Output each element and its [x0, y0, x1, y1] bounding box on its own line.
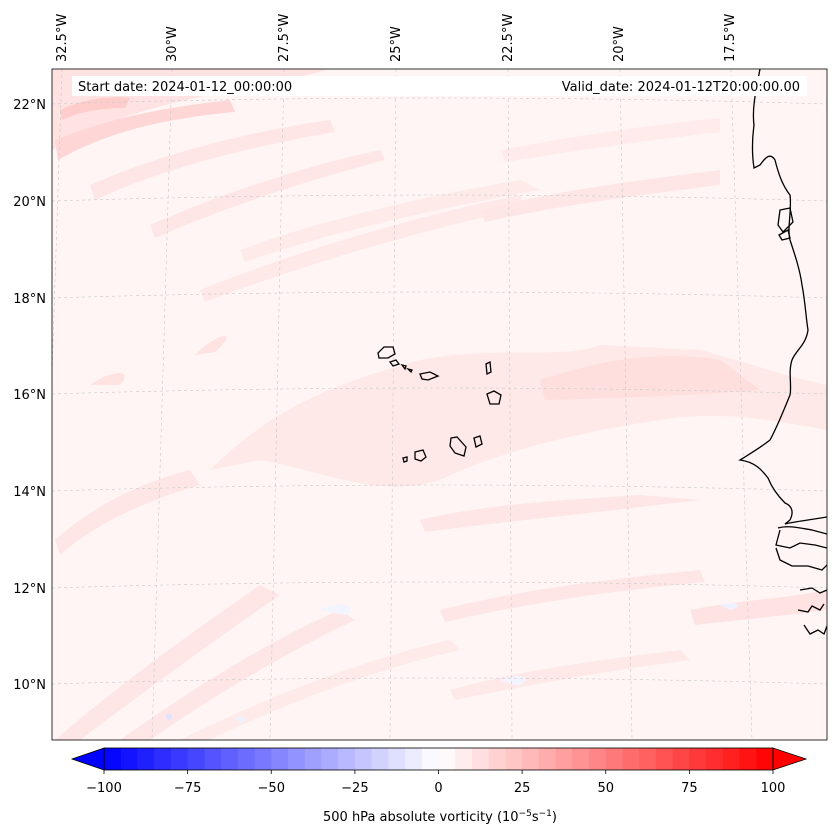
colorbar-cell: [739, 748, 757, 770]
colorbar-cell: [438, 748, 456, 770]
colorbar-cell: [154, 748, 172, 770]
date-label-strip: [72, 76, 807, 96]
lon-label-32-5w: 32.5°W: [55, 14, 70, 62]
colorbar-cell: [589, 748, 607, 770]
lat-label-10n: 10°N: [13, 678, 46, 693]
colorbar-cell: [321, 748, 339, 770]
lat-label-12n: 12°N: [13, 582, 46, 597]
colorbar-cell: [237, 748, 256, 770]
colorbar-cell: [371, 748, 389, 770]
lon-label-22-5w: 22.5°W: [501, 14, 516, 62]
colorbar-tick-label: −100: [86, 781, 122, 796]
lat-label-18n: 18°N: [13, 292, 46, 307]
colorbar-cell: [455, 748, 473, 770]
colorbar-cell: [388, 748, 406, 770]
lat-label-14n: 14°N: [13, 485, 46, 500]
lon-label-27-5w: 27.5°W: [277, 14, 292, 62]
colorbar-cell: [338, 748, 356, 770]
colorbar-cell: [505, 748, 523, 770]
colorbar-cell: [137, 748, 155, 770]
colorbar-cell: [572, 748, 590, 770]
valid-date-label: Valid_date: 2024-01-12T20:00:00.00: [562, 80, 800, 95]
colorbar-cell: [555, 748, 573, 770]
colorbar-tick-label: 75: [681, 781, 698, 796]
colorbar-cell: [672, 748, 690, 770]
colorbar-cell: [187, 748, 205, 770]
colorbar-cell: [605, 748, 624, 770]
gridlines: [52, 69, 827, 740]
lon-label-30w: 30°W: [165, 26, 180, 62]
colorbar-min-extension: [70, 747, 105, 771]
colorbar-cell: [120, 748, 139, 770]
colorbar-label-main: 500 hPa absolute vorticity (10: [323, 810, 519, 825]
coastline: [738, 69, 827, 635]
colorbar-max-extension: [772, 747, 808, 771]
cape-verde-islands: [377, 346, 502, 463]
colorbar-cell: [221, 748, 239, 770]
longitude-labels: 32.5°W 30°W 27.5°W 25°W 22.5°W 20°W 17.5…: [55, 14, 738, 62]
colorbar-cell: [104, 748, 122, 770]
colorbar-tick-label: −50: [258, 781, 285, 796]
colorbar-label-exp1: −5: [519, 809, 532, 819]
colorbar-cells: [104, 748, 774, 770]
colorbar-tick-label: −25: [341, 781, 368, 796]
colorbar-cell: [204, 748, 222, 770]
latitude-labels: 22°N 20°N 18°N 16°N 14°N 12°N 10°N: [13, 98, 46, 693]
colorbar-cell: [354, 748, 373, 770]
colorbar-cell: [639, 748, 657, 770]
colorbar-cell: [655, 748, 674, 770]
colorbar-cell: [287, 748, 306, 770]
colorbar-cell: [538, 748, 557, 770]
lat-label-20n: 20°N: [13, 195, 46, 210]
colorbar-label-mid: s: [532, 810, 539, 825]
map-frame: [51, 68, 828, 741]
colorbar-cell: [522, 748, 540, 770]
colorbar-tick-label: 100: [761, 781, 786, 796]
lon-label-20w: 20°W: [612, 26, 627, 62]
lon-label-25w: 25°W: [389, 26, 404, 62]
colorbar-cell: [706, 748, 724, 770]
colorbar-tick-label: 0: [434, 781, 442, 796]
colorbar-label-exp2: −1: [539, 809, 552, 819]
lat-label-16n: 16°N: [13, 388, 46, 403]
colorbar-cell: [254, 748, 272, 770]
colorbar-cell: [421, 748, 440, 770]
colorbar-label: 500 hPa absolute vorticity (10−5s−1): [323, 809, 557, 825]
colorbar-cell: [722, 748, 741, 770]
colorbar-cell: [471, 748, 490, 770]
colorbar-cell: [622, 748, 640, 770]
colorbar-cell: [271, 748, 289, 770]
lon-label-17-5w: 17.5°W: [723, 14, 738, 62]
colorbar-tick-label: 25: [514, 781, 531, 796]
start-date-label: Start date: 2024-01-12_00:00:00: [78, 80, 292, 95]
lat-label-22n: 22°N: [13, 98, 46, 113]
colorbar-ticks: −100 −75 −50 −25 0 25 50 75 100: [86, 770, 785, 796]
vorticity-field: [52, 69, 827, 740]
map-panel[interactable]: Start date: 2024-01-12_00:00:00 Valid_da…: [40, 68, 828, 741]
colorbar-cell: [304, 748, 323, 770]
colorbar-cell: [488, 748, 506, 770]
colorbar-tick-label: −75: [174, 781, 201, 796]
colorbar: −100 −75 −50 −25 0 25 50 75 100 500 hPa absolute…: [70, 747, 808, 825]
colorbar-tick-label: 50: [597, 781, 614, 796]
colorbar-cell: [756, 748, 774, 770]
colorbar-cell: [689, 748, 707, 770]
colorbar-cell: [170, 748, 189, 770]
colorbar-cell: [405, 748, 423, 770]
colorbar-label-end: ): [552, 810, 557, 825]
